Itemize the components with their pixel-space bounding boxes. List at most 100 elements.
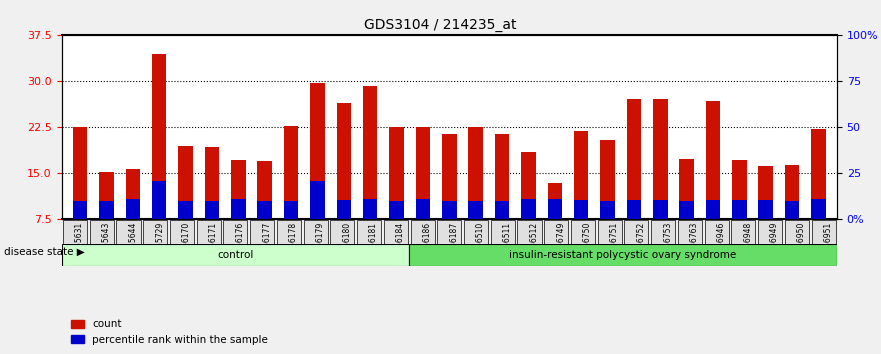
Text: disease state ▶: disease state ▶ — [4, 246, 85, 256]
Bar — [257, 161, 272, 219]
Bar — [574, 200, 589, 219]
Text: GSM156749: GSM156749 — [556, 222, 566, 268]
Text: GSM156763: GSM156763 — [690, 222, 699, 268]
FancyBboxPatch shape — [625, 220, 648, 244]
Text: GSM156510: GSM156510 — [476, 222, 485, 268]
Bar — [178, 201, 193, 219]
Text: GDS3104 / 214235_at: GDS3104 / 214235_at — [364, 18, 517, 32]
Bar — [284, 126, 299, 219]
Text: GSM155643: GSM155643 — [102, 222, 111, 268]
Text: GSM155644: GSM155644 — [129, 222, 137, 268]
Bar — [231, 199, 246, 219]
Text: insulin-resistant polycystic ovary syndrome: insulin-resistant polycystic ovary syndr… — [509, 250, 737, 260]
Bar — [785, 165, 799, 219]
Text: GSM156179: GSM156179 — [315, 222, 324, 268]
Bar — [759, 166, 773, 219]
Bar — [706, 101, 721, 219]
Bar — [310, 83, 325, 219]
FancyBboxPatch shape — [409, 244, 837, 266]
FancyBboxPatch shape — [544, 220, 568, 244]
FancyBboxPatch shape — [116, 220, 141, 244]
Text: GSM156184: GSM156184 — [396, 222, 405, 268]
FancyBboxPatch shape — [304, 220, 328, 244]
FancyBboxPatch shape — [758, 220, 782, 244]
Bar — [522, 152, 536, 219]
Bar — [653, 99, 668, 219]
Text: GSM156951: GSM156951 — [824, 222, 833, 268]
Bar — [337, 103, 352, 219]
Legend: count, percentile rank within the sample: count, percentile rank within the sample — [67, 315, 272, 349]
Bar — [337, 200, 352, 219]
Bar — [363, 199, 377, 219]
Bar — [100, 172, 114, 219]
FancyBboxPatch shape — [224, 220, 248, 244]
Bar — [522, 199, 536, 219]
Text: GSM156170: GSM156170 — [182, 222, 191, 268]
FancyBboxPatch shape — [597, 220, 622, 244]
FancyBboxPatch shape — [330, 220, 354, 244]
Text: GSM156171: GSM156171 — [209, 222, 218, 268]
Bar — [257, 201, 272, 219]
Bar — [679, 159, 694, 219]
Bar — [547, 183, 562, 219]
FancyBboxPatch shape — [731, 220, 755, 244]
FancyBboxPatch shape — [62, 244, 409, 266]
Bar — [653, 200, 668, 219]
Bar — [73, 201, 87, 219]
FancyBboxPatch shape — [811, 220, 835, 244]
Bar — [416, 199, 430, 219]
Bar — [626, 200, 641, 219]
Bar — [284, 201, 299, 219]
FancyBboxPatch shape — [705, 220, 729, 244]
Bar — [574, 131, 589, 219]
Text: GSM156186: GSM156186 — [423, 222, 432, 268]
Text: GSM156512: GSM156512 — [529, 222, 538, 268]
Bar — [547, 199, 562, 219]
Text: GSM156751: GSM156751 — [610, 222, 618, 268]
Bar — [204, 147, 219, 219]
FancyBboxPatch shape — [357, 220, 381, 244]
FancyBboxPatch shape — [491, 220, 515, 244]
FancyBboxPatch shape — [651, 220, 675, 244]
Bar — [126, 169, 140, 219]
Text: GSM156178: GSM156178 — [289, 222, 298, 268]
Text: GSM156750: GSM156750 — [583, 222, 592, 268]
Bar — [785, 201, 799, 219]
Bar — [126, 199, 140, 219]
FancyBboxPatch shape — [277, 220, 301, 244]
Bar — [231, 160, 246, 219]
Bar — [811, 129, 825, 219]
Bar — [73, 127, 87, 219]
FancyBboxPatch shape — [196, 220, 221, 244]
Bar — [178, 146, 193, 219]
Text: GSM156753: GSM156753 — [663, 222, 672, 268]
Bar — [100, 201, 114, 219]
Text: GSM156752: GSM156752 — [636, 222, 646, 268]
FancyBboxPatch shape — [63, 220, 87, 244]
Text: GSM156180: GSM156180 — [343, 222, 352, 268]
Bar — [759, 200, 773, 219]
Bar — [732, 160, 746, 219]
Text: GSM156187: GSM156187 — [449, 222, 458, 268]
Bar — [310, 182, 325, 219]
Bar — [416, 127, 430, 219]
Text: GSM156949: GSM156949 — [770, 222, 779, 268]
Bar — [469, 201, 483, 219]
Text: GSM156177: GSM156177 — [263, 222, 271, 268]
FancyBboxPatch shape — [144, 220, 167, 244]
Bar — [152, 54, 167, 219]
Bar — [811, 199, 825, 219]
Text: GSM155729: GSM155729 — [155, 222, 164, 268]
Bar — [363, 86, 377, 219]
Bar — [495, 201, 509, 219]
Bar — [442, 134, 456, 219]
FancyBboxPatch shape — [170, 220, 194, 244]
Text: GSM156511: GSM156511 — [503, 222, 512, 268]
FancyBboxPatch shape — [437, 220, 462, 244]
FancyBboxPatch shape — [250, 220, 274, 244]
FancyBboxPatch shape — [517, 220, 542, 244]
Bar — [495, 133, 509, 219]
FancyBboxPatch shape — [785, 220, 809, 244]
Bar — [389, 201, 403, 219]
Bar — [626, 99, 641, 219]
